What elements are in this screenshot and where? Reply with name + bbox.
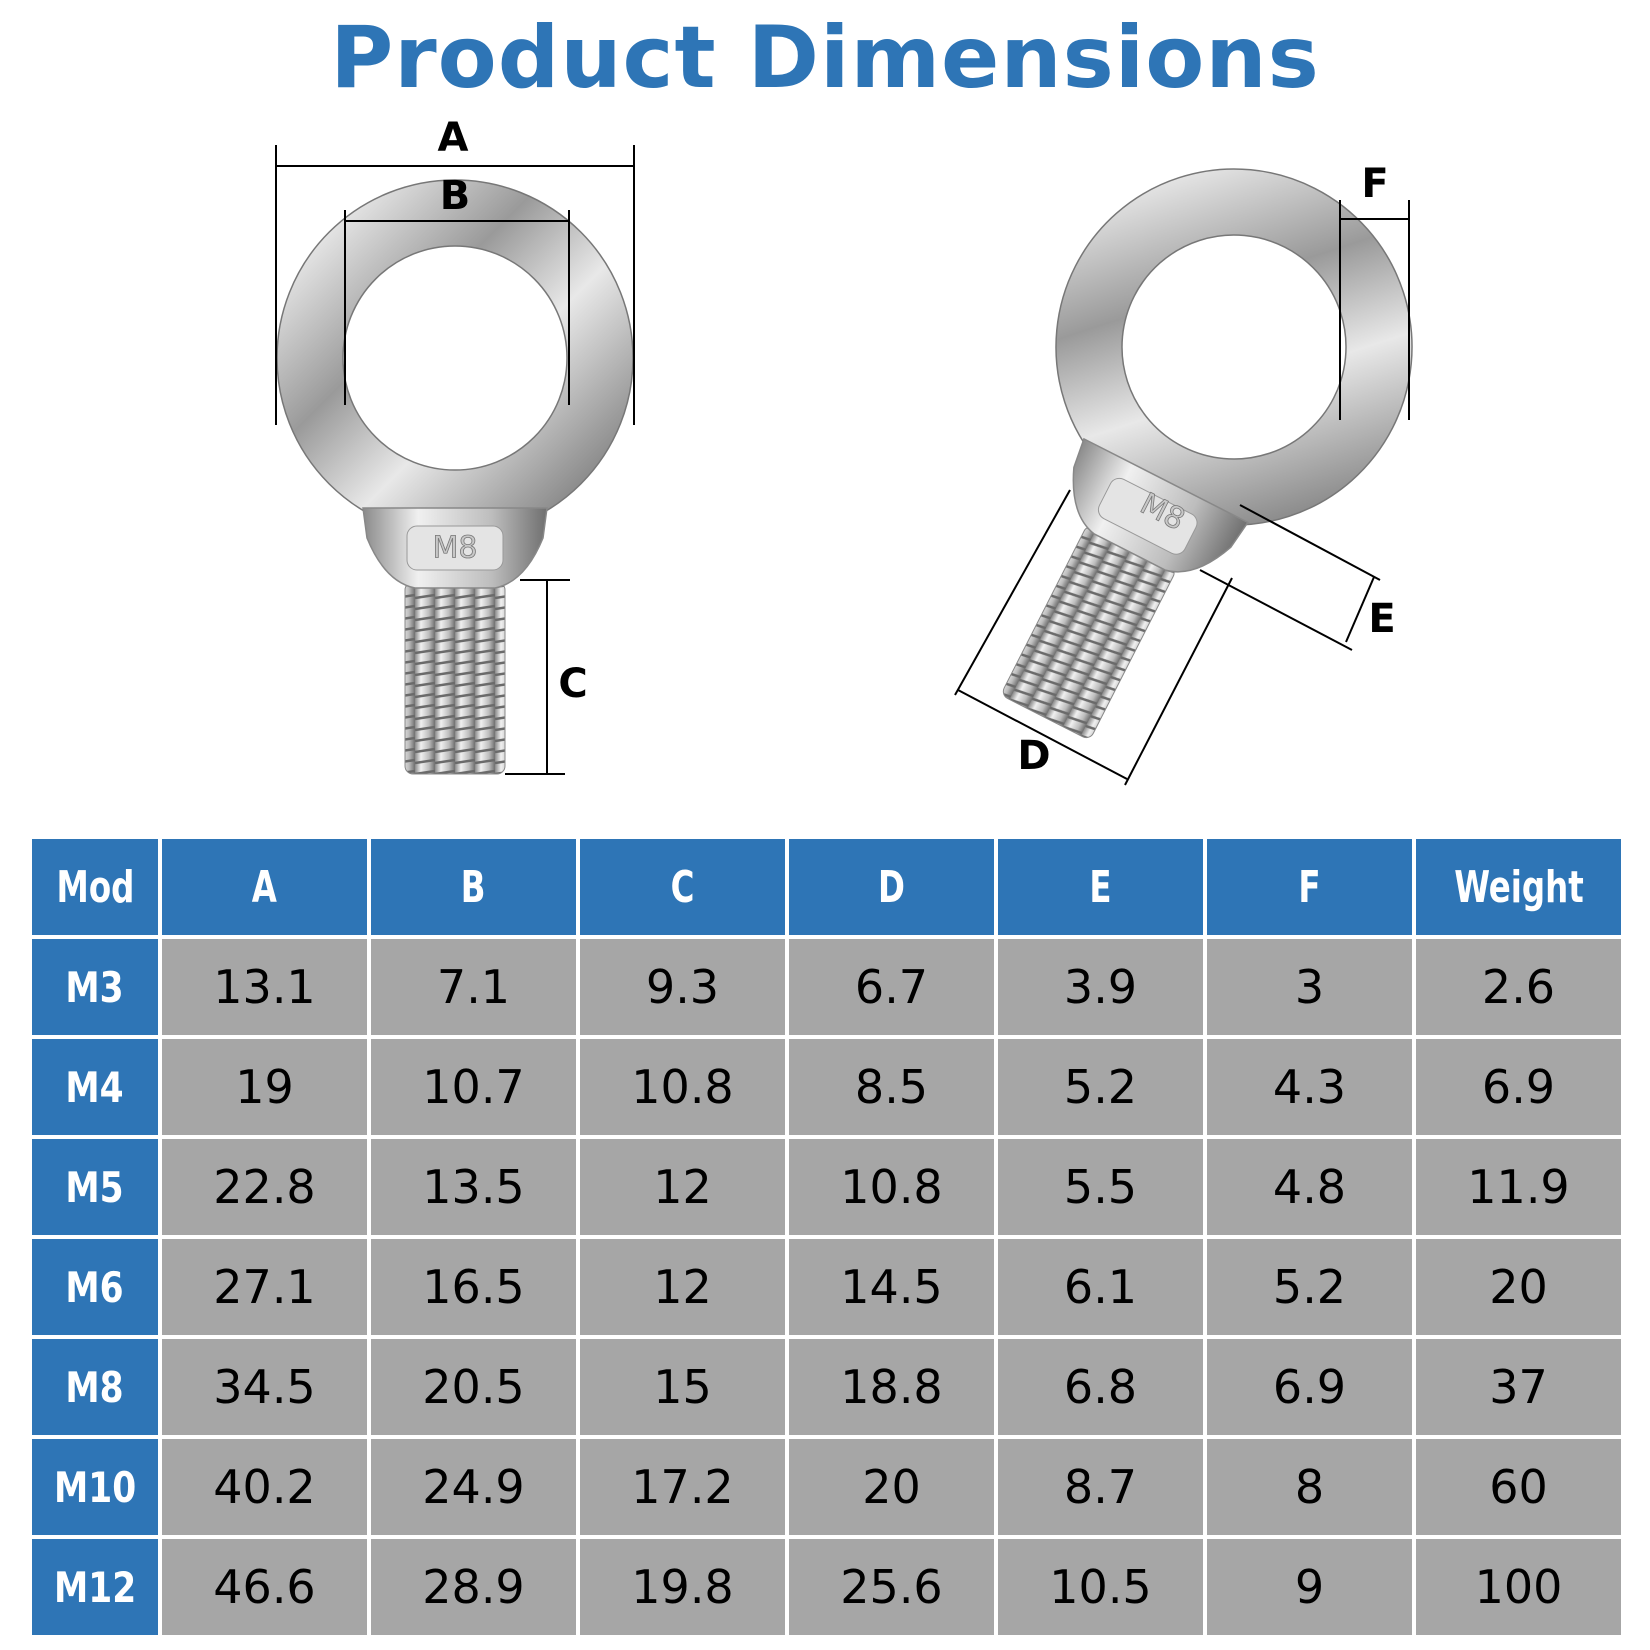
table-cell: 46.6	[162, 1539, 367, 1635]
column-header-text: E	[1089, 861, 1112, 913]
dim-label: C	[558, 661, 587, 707]
table-cell: 18.8	[789, 1339, 994, 1435]
row-header: M12	[32, 1539, 158, 1635]
column-header: A	[162, 839, 367, 935]
table-cell: 10.8	[789, 1139, 994, 1235]
row-header-text: M4	[65, 1062, 125, 1112]
column-header: C	[580, 839, 785, 935]
column-header-text: B	[461, 861, 486, 913]
table-cell: 4.8	[1207, 1139, 1412, 1235]
dim-label: F	[1361, 161, 1388, 207]
column-header-text: C	[670, 861, 695, 913]
table-cell: 20	[789, 1439, 994, 1535]
table-cell: 3	[1207, 939, 1412, 1035]
table-cell: 12	[580, 1139, 785, 1235]
table-cell: 4.3	[1207, 1039, 1412, 1135]
table-cell: 12	[580, 1239, 785, 1335]
table-cell: 10.8	[580, 1039, 785, 1135]
table-cell: 28.9	[371, 1539, 576, 1635]
table-cell: 6.9	[1207, 1339, 1412, 1435]
row-header: M5	[32, 1139, 158, 1235]
row-header: M6	[32, 1239, 158, 1335]
column-header-text: A	[251, 861, 278, 913]
table-cell: 13.1	[162, 939, 367, 1035]
table-cell: 11.9	[1416, 1139, 1621, 1235]
table-cell: 9	[1207, 1539, 1412, 1635]
table-cell: 60	[1416, 1439, 1621, 1535]
row-header: M10	[32, 1439, 158, 1535]
table-cell: 22.8	[162, 1139, 367, 1235]
column-header: F	[1207, 839, 1412, 935]
table-cell: 8.7	[998, 1439, 1203, 1535]
column-header-text: F	[1298, 861, 1321, 913]
column-header-text: Weight	[1453, 861, 1584, 913]
row-header: M4	[32, 1039, 158, 1135]
table-cell: 27.1	[162, 1239, 367, 1335]
table-cell: 24.9	[371, 1439, 576, 1535]
row-header-text: M12	[53, 1562, 137, 1612]
table-cell: 40.2	[162, 1439, 367, 1535]
row-header-text: M10	[53, 1462, 137, 1512]
row-header-text: M3	[65, 962, 125, 1012]
table-cell: 2.6	[1416, 939, 1621, 1035]
table-cell: 6.7	[789, 939, 994, 1035]
row-header: M3	[32, 939, 158, 1035]
table-cell: 100	[1416, 1539, 1621, 1635]
dim-label: D	[1017, 733, 1050, 779]
column-header-text: D	[878, 861, 905, 913]
table-cell: 14.5	[789, 1239, 994, 1335]
column-header: Mod	[32, 839, 158, 935]
table-cell: 16.5	[371, 1239, 576, 1335]
table-cell: 20.5	[371, 1339, 576, 1435]
dimension-table: Mod A B C D E F Weight M3 13.1 7.1 9.3 6.7 3.9 3 2.6 M4 1…	[32, 839, 1621, 1635]
table-cell: 13.5	[371, 1139, 576, 1235]
table-cell: 5.5	[998, 1139, 1203, 1235]
row-header-text: M5	[65, 1162, 125, 1212]
dim-label: B	[440, 173, 471, 219]
table-cell: 19.8	[580, 1539, 785, 1635]
table-cell: 10.7	[371, 1039, 576, 1135]
table-cell: 6.8	[998, 1339, 1203, 1435]
column-header: D	[789, 839, 994, 935]
table-cell: 6.1	[998, 1239, 1203, 1335]
table-cell: 10.5	[998, 1539, 1203, 1635]
table-cell: 5.2	[1207, 1239, 1412, 1335]
dim-label: A	[438, 115, 469, 161]
table-cell: 19	[162, 1039, 367, 1135]
table-cell: 9.3	[580, 939, 785, 1035]
column-header: Weight	[1416, 839, 1621, 935]
table-cell: 6.9	[1416, 1039, 1621, 1135]
table-cell: 8	[1207, 1439, 1412, 1535]
row-header-text: M8	[65, 1362, 125, 1412]
column-header: E	[998, 839, 1203, 935]
column-header-text: Mod	[56, 861, 134, 913]
table-cell: 37	[1416, 1339, 1621, 1435]
table-cell: 34.5	[162, 1339, 367, 1435]
table-cell: 7.1	[371, 939, 576, 1035]
table-cell: 17.2	[580, 1439, 785, 1535]
diagram: M8 A B C M8 F E D	[0, 0, 1650, 830]
row-header: M8	[32, 1339, 158, 1435]
table-cell: 8.5	[789, 1039, 994, 1135]
stamp: M8	[433, 531, 478, 566]
table-cell: 5.2	[998, 1039, 1203, 1135]
table-cell: 3.9	[998, 939, 1203, 1035]
table-cell: 15	[580, 1339, 785, 1435]
dim-label: E	[1368, 596, 1395, 642]
table-cell: 25.6	[789, 1539, 994, 1635]
table-cell: 20	[1416, 1239, 1621, 1335]
title: Product Dimensions	[330, 8, 1320, 108]
column-header: B	[371, 839, 576, 935]
row-header-text: M6	[65, 1262, 125, 1312]
